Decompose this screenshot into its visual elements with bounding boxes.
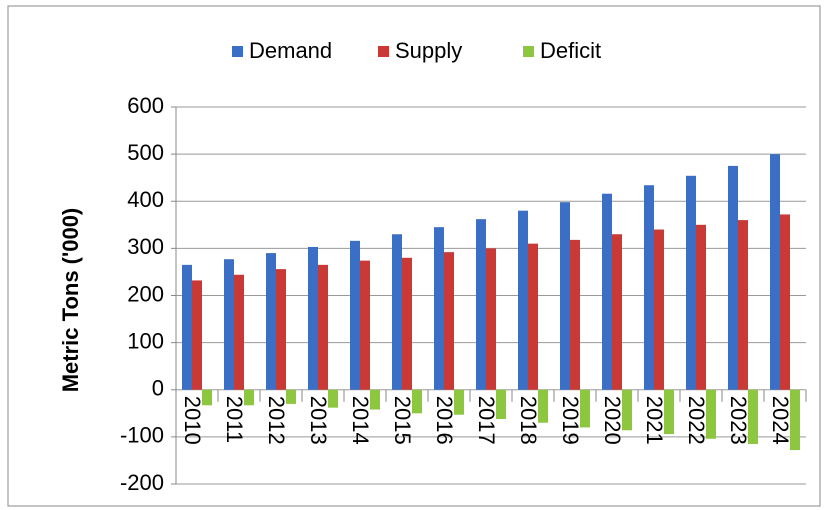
bar xyxy=(392,234,402,390)
x-tick-label: 2024 xyxy=(768,396,793,445)
legend-swatch xyxy=(232,46,243,57)
bar xyxy=(622,389,632,431)
bar xyxy=(686,175,696,390)
y-tick-label: 600 xyxy=(127,93,164,118)
bar xyxy=(224,259,234,390)
bar xyxy=(560,202,570,390)
bar xyxy=(644,185,654,390)
y-tick-label: 500 xyxy=(127,140,164,165)
bar xyxy=(412,389,422,414)
bar xyxy=(286,389,296,404)
y-tick-label: -200 xyxy=(120,470,164,495)
legend-label: Supply xyxy=(395,38,462,63)
bar xyxy=(738,220,748,390)
bar xyxy=(244,389,254,406)
bar xyxy=(770,154,780,390)
bar xyxy=(266,253,276,390)
bar xyxy=(664,389,674,435)
bar xyxy=(202,389,212,406)
x-tick-label: 2014 xyxy=(348,396,373,445)
legend-swatch xyxy=(523,46,534,57)
bar xyxy=(728,165,738,390)
bar xyxy=(402,257,412,390)
bar xyxy=(496,389,506,419)
bar xyxy=(276,269,286,390)
y-axis-label: Metric Tons ('000) xyxy=(58,208,83,393)
x-tick-label: 2018 xyxy=(516,396,541,445)
y-tick-label: 200 xyxy=(127,281,164,306)
bar xyxy=(790,389,800,451)
bar xyxy=(518,210,528,390)
bar xyxy=(370,389,380,410)
bar xyxy=(486,248,496,390)
x-tick-label: 2017 xyxy=(474,396,499,445)
bar xyxy=(308,246,318,390)
bar xyxy=(696,224,706,390)
bar xyxy=(434,227,444,390)
legend-label: Deficit xyxy=(540,38,601,63)
bar xyxy=(234,274,244,390)
x-tick-label: 2011 xyxy=(222,396,247,443)
bar xyxy=(538,389,548,423)
bar xyxy=(444,252,454,390)
legend-label: Demand xyxy=(249,38,332,63)
x-tick-label: 2013 xyxy=(306,396,331,445)
y-tick-label: 400 xyxy=(127,187,164,212)
x-tick-label: 2022 xyxy=(684,396,709,445)
bar xyxy=(476,219,486,390)
legend-swatch xyxy=(378,46,389,57)
bar xyxy=(328,389,338,408)
bar xyxy=(350,240,360,390)
x-tick-label: 2015 xyxy=(390,396,415,445)
bar xyxy=(580,389,590,428)
x-tick-label: 2023 xyxy=(726,396,751,445)
x-tick-label: 2019 xyxy=(558,396,583,445)
bar xyxy=(454,389,464,415)
bar xyxy=(182,264,192,390)
x-tick-label: 2016 xyxy=(432,396,457,445)
bar xyxy=(570,239,580,390)
chart-frame xyxy=(7,5,821,507)
bar xyxy=(602,193,612,390)
x-tick-label: 2020 xyxy=(600,396,625,445)
x-tick-label: 2012 xyxy=(264,396,289,445)
bar xyxy=(318,264,328,390)
bar xyxy=(748,389,758,444)
x-tick-label: 2010 xyxy=(180,396,205,445)
bar xyxy=(612,234,622,390)
bar xyxy=(528,243,538,390)
bar xyxy=(706,389,716,439)
y-tick-label: 300 xyxy=(127,234,164,259)
bar xyxy=(780,214,790,390)
y-tick-label: 0 xyxy=(152,376,164,401)
bar xyxy=(360,260,370,390)
bar xyxy=(654,229,664,390)
x-tick-label: 2021 xyxy=(642,396,667,445)
y-tick-label: -100 xyxy=(120,423,164,448)
y-tick-label: 100 xyxy=(127,328,164,353)
bar xyxy=(192,280,202,390)
